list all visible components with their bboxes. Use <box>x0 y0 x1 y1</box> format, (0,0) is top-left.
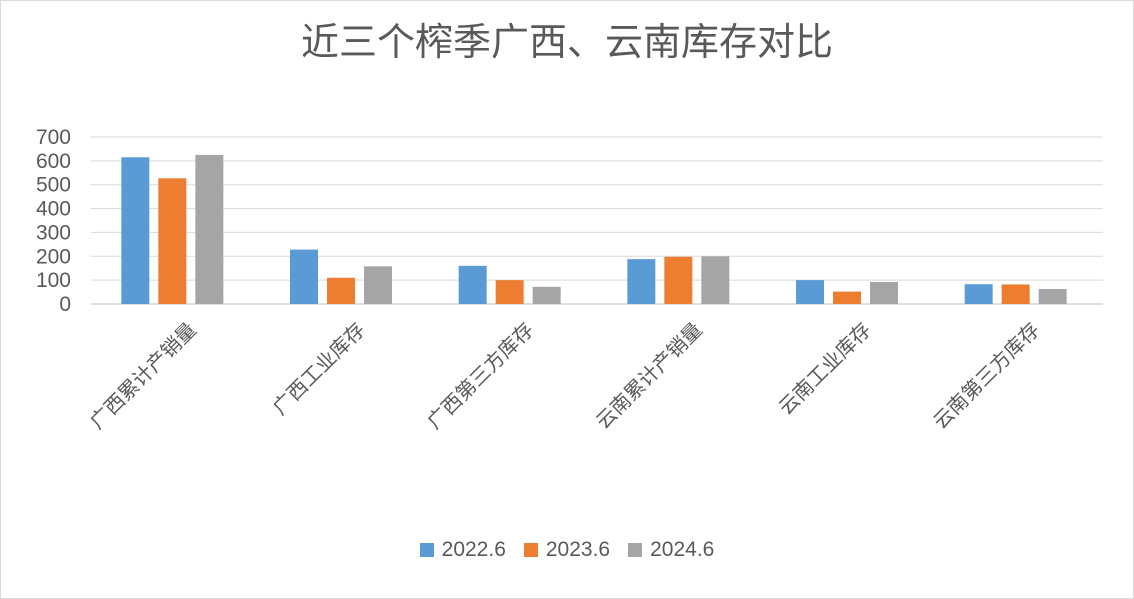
legend-label: 2023.6 <box>545 538 611 561</box>
x-category-label: 广西第三方库存 <box>423 318 538 433</box>
chart-legend: 2022.6 2023.6 2024.6 <box>1 538 1133 562</box>
y-tick-label: 400 <box>36 198 71 221</box>
bar <box>195 154 224 304</box>
bar <box>532 286 561 304</box>
y-tick-label: 200 <box>36 245 71 268</box>
y-tick-label: 100 <box>36 269 71 292</box>
x-category-label: 广西累计产销量 <box>86 318 201 433</box>
y-tick-label: 0 <box>59 293 71 316</box>
bar <box>158 178 187 304</box>
bar <box>870 282 898 304</box>
bar <box>327 277 355 304</box>
y-tick-label: 300 <box>36 221 71 244</box>
bar <box>664 256 693 304</box>
bar <box>121 157 150 304</box>
legend-item: 2022.6 <box>419 538 506 562</box>
bar <box>364 266 392 304</box>
legend-swatch <box>419 543 434 557</box>
legend-label: 2024.6 <box>650 538 715 561</box>
legend-swatch <box>628 543 643 557</box>
bar <box>495 280 524 304</box>
bar <box>1038 288 1067 304</box>
legend-item: 2024.6 <box>628 538 714 562</box>
x-category-label: 云南累计产销量 <box>592 318 707 433</box>
chart-title: 近三个榨季广西、云南库存对比 <box>300 20 833 64</box>
x-category-label: 广西工业库存 <box>268 318 369 419</box>
legend-item: 2023.6 <box>523 538 611 562</box>
y-tick-label: 700 <box>36 126 71 149</box>
x-category-label: 云南第三方库存 <box>929 318 1044 433</box>
x-category-label: 云南工业库存 <box>774 318 875 419</box>
bar <box>701 256 730 304</box>
y-tick-label: 500 <box>36 174 71 197</box>
bar <box>1001 284 1030 304</box>
bar <box>458 265 487 304</box>
bar <box>833 291 861 304</box>
legend-label: 2022.6 <box>441 538 506 561</box>
bar <box>796 280 824 304</box>
bar <box>964 284 993 304</box>
bar <box>627 259 656 304</box>
bar <box>290 249 318 304</box>
legend-swatch <box>523 543 538 557</box>
y-tick-label: 600 <box>36 150 71 173</box>
